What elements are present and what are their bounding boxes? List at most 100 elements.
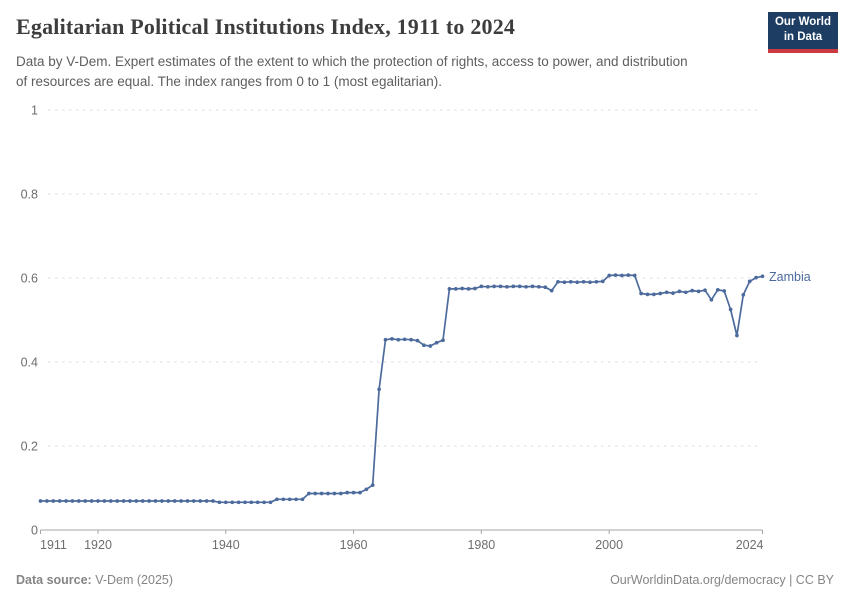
data-point-1994 xyxy=(568,279,573,284)
data-point-1992 xyxy=(556,279,560,284)
x-axis-tick-label-1960: 1960 xyxy=(340,538,368,552)
data-point-1986 xyxy=(517,284,522,289)
data-point-1960 xyxy=(351,490,356,495)
owid-logo[interactable]: Our World in Data xyxy=(768,12,838,53)
data-point-1972 xyxy=(428,344,433,348)
data-point-1932 xyxy=(172,499,177,503)
y-axis-tick-label: 0.6 xyxy=(21,272,38,286)
data-point-1924 xyxy=(121,499,126,503)
y-axis-tick-label: 0.4 xyxy=(21,356,38,370)
data-point-1977 xyxy=(460,286,465,291)
data-point-1922 xyxy=(108,499,113,503)
data-point-2008 xyxy=(658,291,663,296)
y-axis-tick-label: 0.2 xyxy=(21,440,38,454)
data-point-1941 xyxy=(230,500,235,505)
footer-separator: | xyxy=(785,573,796,587)
data-point-1968 xyxy=(402,337,407,342)
data-point-1959 xyxy=(345,490,350,495)
data-point-1984 xyxy=(505,284,509,289)
data-point-1949 xyxy=(281,497,286,502)
data-point-1956 xyxy=(326,491,330,496)
data-point-1929 xyxy=(153,499,158,503)
data-point-1911 xyxy=(38,499,43,503)
data-point-2018 xyxy=(722,289,727,293)
x-axis-tick-label-1911: 1911 xyxy=(40,538,67,552)
data-point-1982 xyxy=(492,284,496,289)
series-label-zambia[interactable]: Zambia xyxy=(769,270,811,284)
owid-logo-line2: in Data xyxy=(783,31,823,43)
data-point-1957 xyxy=(332,491,337,496)
data-point-1943 xyxy=(243,500,247,505)
license-label: CC BY xyxy=(795,573,834,587)
data-point-1969 xyxy=(409,337,413,342)
data-point-2011 xyxy=(677,289,682,294)
data-point-1985 xyxy=(511,284,516,289)
data-point-1974 xyxy=(441,338,445,343)
data-source-label: Data source: xyxy=(16,573,92,587)
data-point-1978 xyxy=(466,287,471,291)
chart-title: Egalitarian Political Institutions Index… xyxy=(16,14,516,39)
data-point-1958 xyxy=(338,491,343,496)
data-point-1965 xyxy=(383,337,388,342)
data-point-1963 xyxy=(370,483,375,487)
data-point-1976 xyxy=(453,287,458,291)
data-point-2021 xyxy=(741,292,746,297)
data-point-1990 xyxy=(543,285,548,290)
data-point-1966 xyxy=(390,337,394,341)
data-point-1913 xyxy=(51,499,56,503)
data-point-1967 xyxy=(396,337,401,342)
data-point-1987 xyxy=(524,284,528,289)
data-point-1970 xyxy=(415,338,420,343)
data-point-1940 xyxy=(223,500,228,505)
data-point-1937 xyxy=(204,499,209,503)
data-point-1920 xyxy=(96,499,100,503)
data-point-1948 xyxy=(275,497,279,502)
data-point-1919 xyxy=(89,499,94,503)
data-point-1953 xyxy=(307,491,311,496)
data-point-2015 xyxy=(703,288,707,293)
series-line-zambia[interactable] xyxy=(39,274,764,504)
data-point-2012 xyxy=(683,290,688,295)
x-axis-tick-label-1920: 1920 xyxy=(84,538,112,552)
data-point-2007 xyxy=(652,292,656,297)
data-point-1934 xyxy=(185,499,190,503)
data-point-1950 xyxy=(287,497,292,502)
data-point-2013 xyxy=(690,288,695,293)
data-point-1928 xyxy=(147,499,151,503)
data-point-1912 xyxy=(45,499,49,503)
data-point-1971 xyxy=(422,343,426,348)
data-point-1962 xyxy=(364,487,369,492)
footer-attribution: OurWorldinData.org/democracy | CC BY xyxy=(610,573,834,587)
data-point-2024 xyxy=(760,274,765,279)
data-point-1925 xyxy=(128,499,132,503)
owid-logo-line1: Our World xyxy=(774,16,831,28)
data-point-1980 xyxy=(479,284,484,289)
data-point-1926 xyxy=(134,499,139,503)
x-axis-tick-label-2024: 2024 xyxy=(736,538,764,552)
data-point-1915 xyxy=(64,499,68,503)
owid-url-link[interactable]: OurWorldinData.org/democracy xyxy=(610,573,786,587)
data-point-2005 xyxy=(639,291,643,296)
data-point-2006 xyxy=(645,292,650,297)
data-point-1998 xyxy=(594,279,599,284)
data-point-1936 xyxy=(198,499,203,503)
data-point-1993 xyxy=(562,280,567,285)
data-point-1973 xyxy=(434,340,439,345)
data-point-1942 xyxy=(236,500,241,505)
x-axis-tick-label-1940: 1940 xyxy=(212,538,240,552)
data-point-1944 xyxy=(249,500,254,505)
data-point-1952 xyxy=(300,497,305,502)
data-point-1923 xyxy=(115,499,120,503)
data-point-1946 xyxy=(262,500,266,505)
data-point-1935 xyxy=(191,499,196,503)
data-point-2009 xyxy=(664,290,669,295)
data-point-2016 xyxy=(709,297,714,302)
data-point-2020 xyxy=(735,333,739,338)
y-axis-tick-label: 0 xyxy=(31,524,38,538)
data-point-1947 xyxy=(268,500,273,505)
data-point-2019 xyxy=(728,307,733,312)
data-point-1964 xyxy=(377,387,381,392)
data-point-2017 xyxy=(715,287,720,292)
data-point-1951 xyxy=(294,497,298,502)
